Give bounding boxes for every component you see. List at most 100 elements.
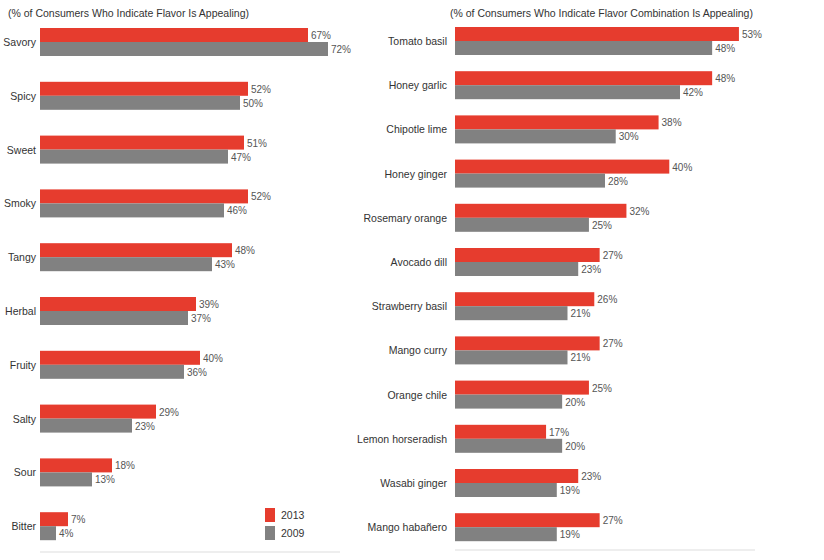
category-label: Savory xyxy=(3,36,36,48)
bar xyxy=(455,469,578,483)
labels: Tomato basil 53% 48% Honey garlic 48% 42% Chip… xyxy=(357,29,762,540)
chart-panel: (% of Consumers Who Indicate Flavor Comb… xyxy=(357,7,762,550)
chart-panel: (% of Consumers Who Indicate Flavor Is A… xyxy=(3,7,351,552)
data-label: 46% xyxy=(227,205,247,216)
bar xyxy=(40,42,328,56)
bar xyxy=(40,28,308,42)
bar xyxy=(455,350,568,364)
category-label: Mango habañero xyxy=(368,521,448,533)
legend-label: 2013 xyxy=(281,509,305,521)
bar xyxy=(455,483,557,497)
bar xyxy=(455,71,712,85)
bars xyxy=(455,27,739,541)
data-label: 32% xyxy=(629,206,649,217)
bar xyxy=(455,306,568,320)
legend: 2013 2009 xyxy=(265,508,305,540)
category-label: Honey ginger xyxy=(385,168,448,180)
data-label: 7% xyxy=(71,514,86,525)
bar xyxy=(40,311,188,325)
bar xyxy=(455,115,659,129)
category-label: Tomato basil xyxy=(388,35,447,47)
data-label: 42% xyxy=(683,87,703,98)
data-label: 27% xyxy=(603,250,623,261)
bar xyxy=(455,160,669,174)
data-label: 20% xyxy=(565,397,585,408)
category-label: Strawberry basil xyxy=(372,300,447,312)
data-label: 47% xyxy=(231,152,251,163)
data-label: 19% xyxy=(560,529,580,540)
bar xyxy=(455,527,557,541)
bar xyxy=(40,365,184,379)
bars xyxy=(40,28,328,540)
bar xyxy=(455,381,589,395)
category-label: Wasabi ginger xyxy=(380,477,447,489)
bar xyxy=(40,189,248,203)
bar xyxy=(455,41,712,55)
data-label: 30% xyxy=(619,131,639,142)
category-label: Avocado dill xyxy=(391,256,447,268)
category-label: Salty xyxy=(13,413,37,425)
category-label: Sweet xyxy=(7,144,36,156)
bar xyxy=(40,458,112,472)
data-label: 18% xyxy=(115,460,135,471)
data-label: 53% xyxy=(742,29,762,40)
category-label: Tangy xyxy=(8,251,37,263)
data-label: 23% xyxy=(581,264,601,275)
data-label: 28% xyxy=(608,176,628,187)
bar xyxy=(40,405,156,419)
bar xyxy=(455,27,739,41)
legend-label: 2009 xyxy=(281,527,305,539)
data-label: 26% xyxy=(597,294,617,305)
bar xyxy=(40,243,232,257)
bar xyxy=(40,351,200,365)
bar xyxy=(455,174,605,188)
bar xyxy=(40,82,248,96)
data-label: 48% xyxy=(715,43,735,54)
bar xyxy=(40,526,56,540)
data-label: 37% xyxy=(191,313,211,324)
category-label: Chipotle lime xyxy=(386,123,447,135)
bar xyxy=(455,425,546,439)
bar xyxy=(455,262,578,276)
bar xyxy=(40,297,196,311)
bar xyxy=(40,419,132,433)
data-label: 23% xyxy=(581,471,601,482)
data-label: 13% xyxy=(95,474,115,485)
data-label: 40% xyxy=(203,353,223,364)
bar xyxy=(455,204,626,218)
category-label: Mango curry xyxy=(389,344,448,356)
chart-canvas: (% of Consumers Who Indicate Flavor Is A… xyxy=(0,0,824,560)
category-label: Honey garlic xyxy=(389,79,447,91)
data-label: 27% xyxy=(603,338,623,349)
data-label: 36% xyxy=(187,367,207,378)
data-label: 19% xyxy=(560,485,580,496)
category-label: Sour xyxy=(14,466,37,478)
data-label: 4% xyxy=(59,528,74,539)
chart-title: (% of Consumers Who Indicate Flavor Comb… xyxy=(450,7,753,19)
category-label: Lemon horseradish xyxy=(357,433,447,445)
category-label: Orange chile xyxy=(387,389,447,401)
data-label: 39% xyxy=(199,299,219,310)
data-label: 17% xyxy=(549,427,569,438)
data-label: 38% xyxy=(662,117,682,128)
data-label: 40% xyxy=(672,162,692,173)
data-label: 50% xyxy=(243,98,263,109)
data-label: 23% xyxy=(135,421,155,432)
category-label: Smoky xyxy=(4,197,37,209)
data-label: 48% xyxy=(715,73,735,84)
data-label: 52% xyxy=(251,84,271,95)
bar xyxy=(40,257,212,271)
bar xyxy=(40,512,68,526)
data-label: 48% xyxy=(235,245,255,256)
data-label: 29% xyxy=(159,407,179,418)
bar xyxy=(455,336,600,350)
bar xyxy=(455,513,600,527)
axis-line xyxy=(40,552,340,553)
category-label: Herbal xyxy=(5,305,36,317)
data-label: 72% xyxy=(331,44,351,55)
legend-swatch xyxy=(265,508,275,522)
bar xyxy=(455,395,562,409)
data-label: 52% xyxy=(251,191,271,202)
bar xyxy=(455,218,589,232)
data-label: 21% xyxy=(571,308,591,319)
